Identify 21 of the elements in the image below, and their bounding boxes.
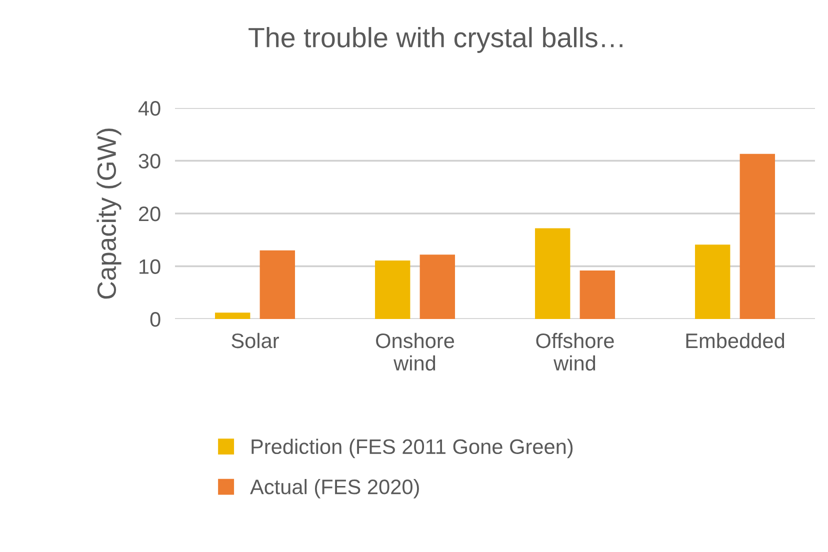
x-tick-label: Embedded <box>686 332 784 348</box>
x-tick-label: Onshore wind <box>376 332 454 371</box>
bar <box>260 250 295 319</box>
y-tick-label: 10 <box>140 259 160 274</box>
y-tick-label: 30 <box>138 154 160 169</box>
y-tick-label: 20 <box>138 206 160 222</box>
bar <box>695 244 730 319</box>
bar <box>740 154 775 319</box>
bar <box>375 260 410 319</box>
x-tick-label: Offshore wind <box>536 332 614 371</box>
legend-label: Actual (FES 2020) <box>250 479 419 498</box>
y-tick-label: 40 <box>138 101 160 116</box>
y-tick-label: 0 <box>150 312 160 327</box>
y-axis-title: Capacity (GW) <box>96 128 122 299</box>
legend-label: Prediction (FES 2011 Gone Green) <box>252 438 573 458</box>
bar <box>215 312 250 319</box>
x-tick-label: Solar <box>232 332 279 348</box>
bar <box>420 254 455 319</box>
chart-title: The trouble with crystal balls… <box>248 27 622 53</box>
bar <box>580 270 615 319</box>
bar <box>535 228 570 319</box>
